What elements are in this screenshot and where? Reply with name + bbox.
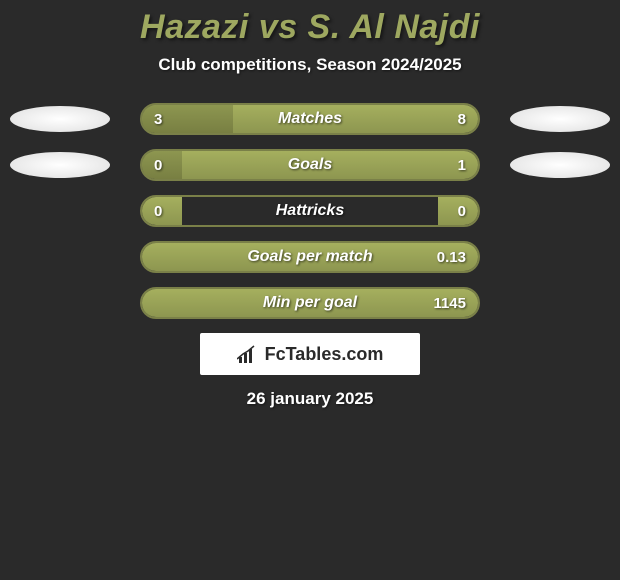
stat-row: 0Goals1 [0, 149, 620, 181]
stat-row: Goals per match0.13 [0, 241, 620, 273]
player-ellipse-right [510, 152, 610, 178]
player-ellipse-left [10, 106, 110, 132]
stat-label: Min per goal [142, 294, 478, 312]
stat-bar: Min per goal1145 [140, 287, 480, 319]
stat-row: Min per goal1145 [0, 287, 620, 319]
logo-text: FcTables.com [237, 344, 384, 365]
stat-label: Goals per match [142, 248, 478, 266]
stat-label: Goals [142, 156, 478, 174]
date-text: 26 january 2025 [0, 389, 620, 409]
logo-box: FcTables.com [200, 333, 420, 375]
stat-value-right: 0 [458, 203, 466, 220]
chart-icon [237, 345, 259, 363]
player-ellipse-right [510, 106, 610, 132]
stat-bar: 0Goals1 [140, 149, 480, 181]
stat-value-right: 1145 [433, 295, 466, 312]
stat-value-right: 0.13 [437, 249, 466, 266]
stat-value-right: 1 [458, 157, 466, 174]
stat-bar: 3Matches8 [140, 103, 480, 135]
logo-label: FcTables.com [265, 344, 384, 365]
stat-bar: Goals per match0.13 [140, 241, 480, 273]
stat-label: Matches [142, 110, 478, 128]
subtitle: Club competitions, Season 2024/2025 [0, 55, 620, 75]
main-container: Hazazi vs S. Al Najdi Club competitions,… [0, 0, 620, 409]
stat-row: 0Hattricks0 [0, 195, 620, 227]
player-ellipse-left [10, 152, 110, 178]
stats-area: 3Matches80Goals10Hattricks0Goals per mat… [0, 103, 620, 319]
stat-value-right: 8 [458, 111, 466, 128]
stat-bar: 0Hattricks0 [140, 195, 480, 227]
page-title: Hazazi vs S. Al Najdi [0, 8, 620, 47]
stat-row: 3Matches8 [0, 103, 620, 135]
stat-label: Hattricks [142, 202, 478, 220]
